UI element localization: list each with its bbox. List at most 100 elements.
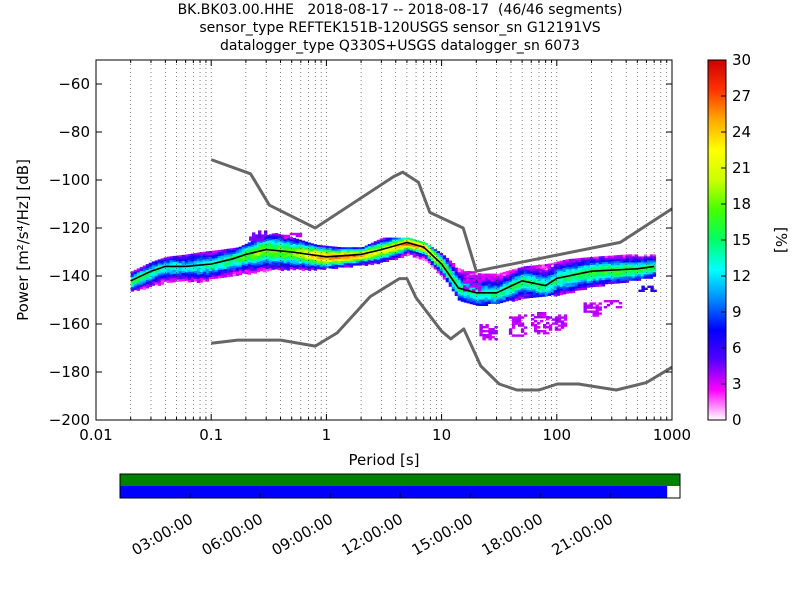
density-cell xyxy=(622,270,627,273)
density-outlier-cell xyxy=(586,310,590,313)
density-cell xyxy=(475,273,480,276)
density-cell xyxy=(568,266,573,270)
density-cell xyxy=(634,254,639,257)
density-outlier-cell xyxy=(261,236,265,239)
density-cell xyxy=(430,265,435,268)
density-cell xyxy=(220,253,225,256)
density-cell xyxy=(142,279,147,282)
density-cell xyxy=(496,275,501,278)
density-cell xyxy=(421,253,426,257)
density-cell xyxy=(322,245,327,248)
density-cell xyxy=(595,272,600,275)
density-outlier-cell xyxy=(482,330,486,333)
density-cell xyxy=(325,249,330,253)
density-cell xyxy=(628,254,633,257)
density-cell xyxy=(283,263,288,266)
density-cell xyxy=(295,262,300,266)
density-cell xyxy=(202,251,207,255)
density-cell xyxy=(472,286,477,289)
density-outlier-cell xyxy=(534,326,538,329)
density-cell xyxy=(199,274,204,277)
density-cell xyxy=(478,295,483,298)
density-cell xyxy=(229,256,234,259)
density-cell xyxy=(277,265,282,269)
density-outlier-cell xyxy=(511,324,516,327)
density-cell xyxy=(337,265,342,268)
density-cell xyxy=(181,268,186,272)
density-cell xyxy=(145,286,150,289)
density-cell xyxy=(553,262,558,265)
density-cell xyxy=(523,284,528,287)
density-cell xyxy=(280,258,285,261)
density-cell xyxy=(613,261,618,264)
density-cell xyxy=(262,246,267,249)
density-cell xyxy=(160,264,165,267)
density-cell xyxy=(625,266,630,269)
density-cell xyxy=(298,241,303,245)
density-cell xyxy=(637,268,642,271)
density-cell xyxy=(286,268,291,271)
density-cell xyxy=(364,257,369,260)
density-cell xyxy=(562,260,567,263)
density-cell xyxy=(475,279,480,282)
density-cell xyxy=(490,295,495,298)
density-cell xyxy=(562,288,567,291)
density-cell xyxy=(622,254,627,257)
density-cell xyxy=(346,253,351,256)
nhnm-curve xyxy=(210,158,673,273)
density-cell xyxy=(154,282,159,285)
density-cell xyxy=(442,273,447,276)
density-cell xyxy=(193,273,198,276)
density-outlier-cell xyxy=(478,279,482,282)
density-cell xyxy=(583,279,588,282)
density-cell xyxy=(550,266,555,270)
density-cell xyxy=(652,266,657,269)
density-cell xyxy=(538,280,543,284)
density-cell xyxy=(397,253,402,256)
density-cell xyxy=(385,245,390,248)
density-cell xyxy=(139,280,144,284)
density-cell xyxy=(226,254,231,258)
density-cell xyxy=(403,247,408,250)
density-cell xyxy=(604,275,609,279)
density-cell xyxy=(628,276,633,279)
density-cell xyxy=(628,260,633,263)
density-cell xyxy=(556,293,561,296)
density-cell xyxy=(208,257,213,260)
density-cell xyxy=(301,254,306,257)
density-cell xyxy=(241,251,246,254)
density-cell xyxy=(310,261,315,264)
density-cell xyxy=(181,256,186,260)
density-cell xyxy=(577,262,582,265)
density-cell xyxy=(535,291,540,294)
density-cell xyxy=(199,256,204,259)
density-cell xyxy=(580,257,585,261)
density-outlier-cell xyxy=(466,273,470,276)
density-cell xyxy=(238,250,243,254)
density-cell xyxy=(457,296,462,299)
density-cell xyxy=(553,264,558,267)
density-cell xyxy=(541,282,546,285)
density-outlier-cell xyxy=(466,277,470,280)
density-cell xyxy=(640,256,645,259)
density-cell xyxy=(193,253,198,256)
density-cell xyxy=(229,270,234,273)
density-cell xyxy=(184,276,189,279)
plot-frame xyxy=(95,59,673,421)
density-cell xyxy=(313,258,318,261)
density-cell xyxy=(265,235,270,238)
density-cell xyxy=(295,256,300,260)
density-cell xyxy=(289,241,294,244)
density-cell xyxy=(472,272,477,275)
density-outlier-cell xyxy=(478,281,482,284)
density-cell xyxy=(616,277,621,280)
density-cell xyxy=(541,270,546,273)
density-cell xyxy=(259,260,264,264)
density-cell xyxy=(646,268,651,271)
density-outlier-cell xyxy=(472,275,476,278)
density-cell xyxy=(649,262,654,265)
density-cell xyxy=(238,270,243,274)
density-outlier-cell xyxy=(589,310,593,313)
density-cell xyxy=(373,261,378,264)
